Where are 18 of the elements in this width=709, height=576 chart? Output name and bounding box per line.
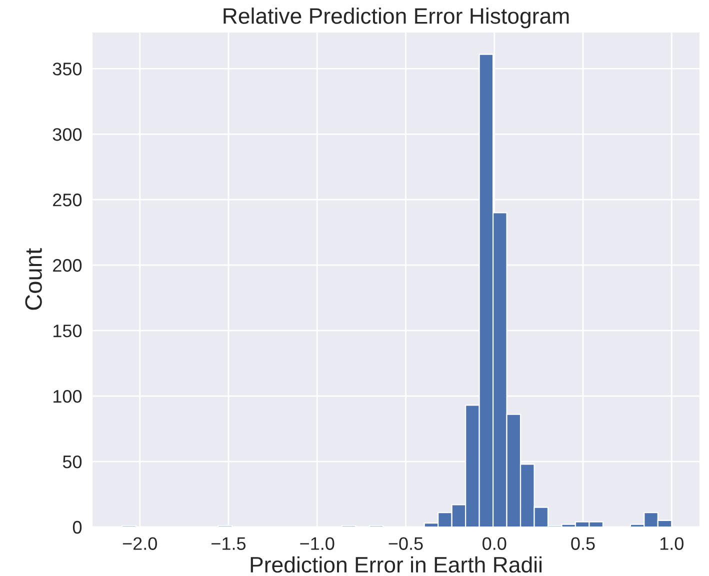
x-axis-title: Prediction Error in Earth Radii [250, 556, 542, 573]
y-tick-label: 250 [53, 194, 82, 206]
y-tick-label: 50 [62, 455, 82, 468]
y-tick-label: 0 [72, 520, 82, 534]
x-tick-label: −0.5 [388, 537, 423, 550]
x-tick-label: −2.0 [122, 537, 157, 550]
y-tick-label: 200 [53, 259, 82, 272]
y-tick-label: 100 [54, 390, 82, 403]
x-tick-label: −1.5 [212, 537, 246, 550]
y-tick-label: 300 [52, 128, 82, 141]
y-tick-label: 150 [54, 324, 82, 338]
x-tick-label: 0.0 [482, 537, 506, 550]
x-tick-label: 0.5 [571, 537, 595, 550]
x-tick-label: −1.0 [300, 537, 334, 550]
y-tick-label: 350 [52, 62, 82, 76]
x-tick-label: 1.0 [660, 537, 684, 550]
y-axis-title: Count [25, 248, 42, 310]
chart-title: Relative Prediction Error Histogram [224, 8, 569, 28]
